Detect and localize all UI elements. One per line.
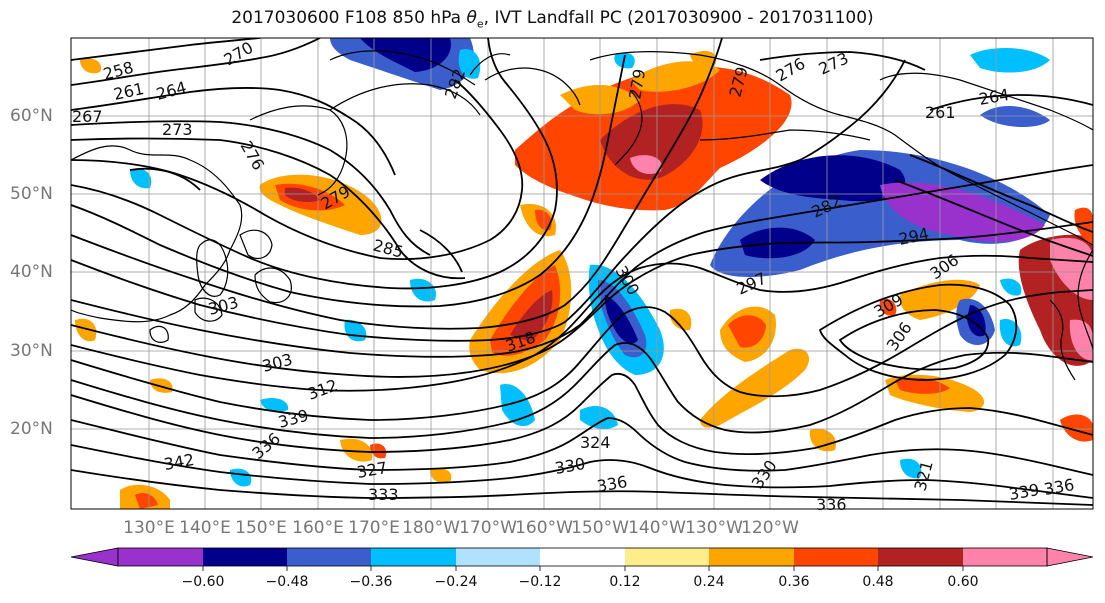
- contour-label: 333: [368, 485, 399, 504]
- colorbar-extend-high: [1046, 547, 1094, 567]
- colorbar-tick-label: −0.60: [181, 574, 225, 590]
- contour-label: 273: [162, 120, 193, 139]
- colorbar: [70, 547, 1094, 571]
- contour-label: 336: [816, 495, 847, 514]
- colorbar-tick-label: 0.24: [693, 574, 725, 590]
- map-title: 2017030600 F108 850 hPa θe, IVT Landfall…: [231, 8, 874, 31]
- lat-label: 20°N: [10, 419, 53, 439]
- coastlines: [71, 50, 1093, 381]
- lat-label: 30°N: [10, 341, 53, 361]
- colorbar-bin: [878, 548, 963, 566]
- colorbar-bin: [456, 548, 540, 566]
- lon-label: 150°W: [571, 518, 629, 538]
- colorbar-bin: [709, 548, 794, 566]
- colorbar-bin: [287, 548, 371, 566]
- lat-label: 60°N: [10, 106, 53, 126]
- colorbar-bin: [963, 548, 1047, 566]
- colorbar-tick-label: −0.12: [518, 574, 562, 590]
- lon-label: 170°W: [459, 518, 517, 538]
- colorbar-bin: [118, 548, 203, 566]
- colorbar-bin: [625, 548, 709, 566]
- lat-label: 40°N: [10, 262, 53, 282]
- colorbar-tick-label: 0.12: [609, 574, 641, 590]
- colorbar-bin: [371, 548, 456, 566]
- lon-label: 130°E: [123, 518, 175, 538]
- colorbar-tick-label: 0.48: [862, 574, 894, 590]
- lon-label: 180°W: [402, 518, 460, 538]
- colorbar-bin: [203, 548, 287, 566]
- pc-shading: [75, 38, 1093, 509]
- lon-label: 160°W: [515, 518, 573, 538]
- colorbar-tick-label: −0.48: [265, 574, 309, 590]
- lon-label: 160°E: [292, 518, 344, 538]
- lon-label: 170°E: [348, 518, 400, 538]
- colorbar-extend-low: [70, 547, 119, 567]
- colorbar-tick-label: −0.24: [434, 574, 478, 590]
- lon-label: 130°W: [685, 518, 743, 538]
- colorbar-tick-label: 0.36: [778, 574, 810, 590]
- lon-label: 140°E: [179, 518, 231, 538]
- colorbar-tick-label: −0.36: [349, 574, 393, 590]
- lon-label: 140°W: [628, 518, 686, 538]
- lon-label: 150°E: [235, 518, 287, 538]
- colorbar-tick-label: 0.60: [947, 574, 979, 590]
- lon-label: 120°W: [741, 518, 799, 538]
- colorbar-bin: [794, 548, 878, 566]
- colorbar-bin: [540, 548, 625, 566]
- map-frame: [70, 37, 1094, 510]
- theta-e-contours: [71, 38, 1093, 506]
- lat-label: 50°N: [10, 184, 53, 204]
- contour-label: 261: [925, 103, 956, 122]
- contour-label: 267: [72, 107, 103, 126]
- contour-label: 324: [580, 433, 611, 452]
